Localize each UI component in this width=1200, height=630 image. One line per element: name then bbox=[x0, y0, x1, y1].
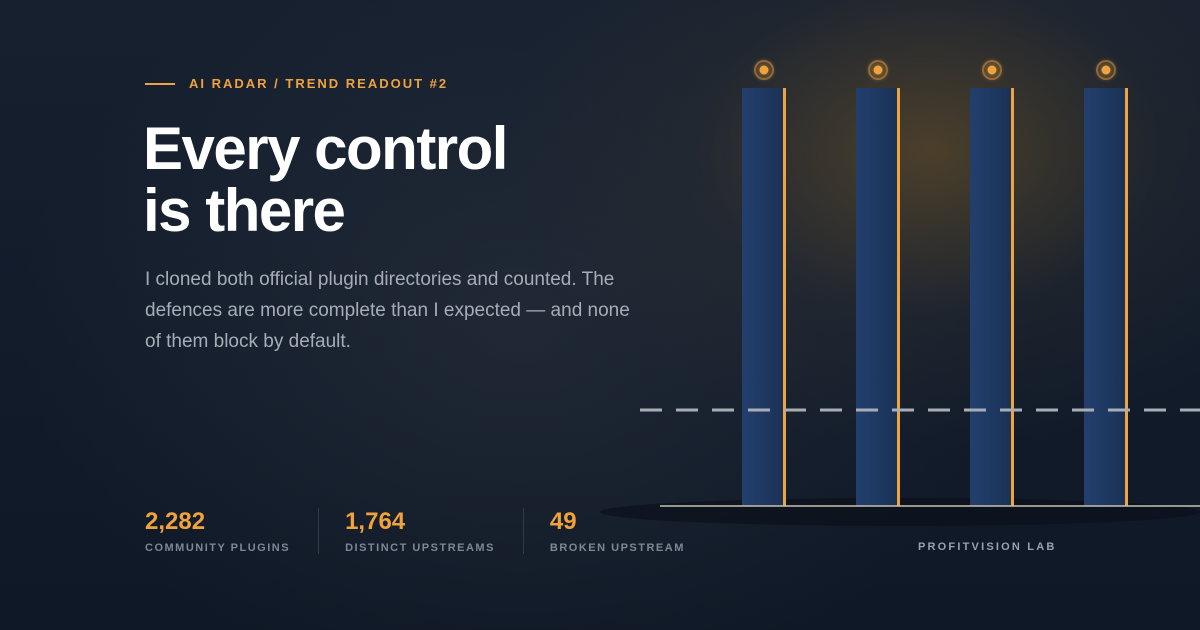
stat-value: 1,764 bbox=[345, 508, 406, 535]
title-line-1: Every control bbox=[143, 115, 508, 182]
stat-label: DISTINCT UPSTREAMS bbox=[345, 542, 495, 554]
bar-4 bbox=[1084, 57, 1128, 506]
bar-edge bbox=[783, 88, 786, 506]
stat-label: BROKEN UPSTREAM bbox=[549, 542, 685, 554]
eyebrow-text: AI RADAR / TREND READOUT #2 bbox=[189, 76, 449, 91]
bar-edge bbox=[897, 88, 900, 506]
bar-body bbox=[1084, 88, 1128, 506]
stat-distinct-upstreams: 1,764 DISTINCT UPSTREAMS bbox=[345, 508, 524, 554]
stat-community-plugins: 2,282 COMMUNITY PLUGINS bbox=[145, 508, 320, 554]
stats-row: 2,282 COMMUNITY PLUGINS 1,764 DISTINCT U… bbox=[145, 508, 739, 554]
bars-layer bbox=[600, 57, 1200, 526]
marker-dot bbox=[873, 65, 883, 75]
title-line-2: is there bbox=[143, 177, 346, 244]
stat-value: 2,282 bbox=[145, 508, 206, 535]
eyebrow-line bbox=[145, 82, 175, 85]
description: I cloned both official plugin directorie… bbox=[145, 269, 630, 352]
page-title: Every control is there bbox=[143, 118, 623, 242]
brand-label: PROFITVISION LAB bbox=[918, 541, 1057, 553]
marker-ring bbox=[1096, 60, 1116, 80]
bar-body bbox=[742, 88, 786, 506]
bar-2 bbox=[856, 57, 900, 506]
marker-ring bbox=[754, 60, 774, 80]
bar-body bbox=[970, 88, 1014, 506]
bar-1 bbox=[742, 57, 786, 506]
bar-3 bbox=[970, 57, 1014, 506]
marker-dot bbox=[987, 65, 997, 75]
eyebrow: AI RADAR / TREND READOUT #2 bbox=[145, 76, 448, 91]
marker-dot bbox=[1101, 65, 1111, 75]
bar-edge bbox=[1011, 88, 1014, 506]
marker-ring bbox=[982, 60, 1002, 80]
bar-edge bbox=[1125, 88, 1128, 506]
stat-broken-upstream: 49 BROKEN UPSTREAM bbox=[550, 508, 713, 554]
marker-ring bbox=[868, 60, 888, 80]
stat-value: 49 bbox=[549, 508, 577, 535]
stat-label: COMMUNITY PLUGINS bbox=[145, 542, 291, 554]
bar-body bbox=[856, 88, 900, 506]
marker-dot bbox=[759, 65, 769, 75]
